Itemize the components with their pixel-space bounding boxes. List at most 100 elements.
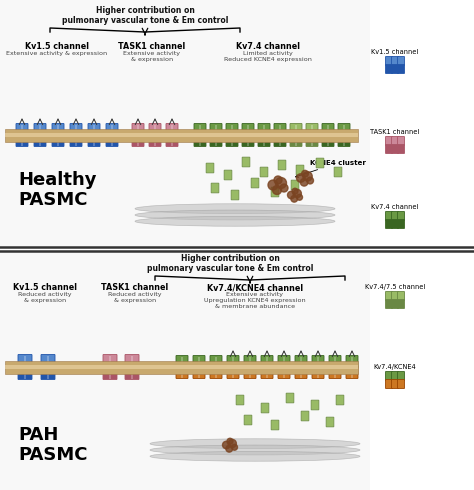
- FancyBboxPatch shape: [306, 123, 318, 136]
- FancyBboxPatch shape: [194, 123, 206, 136]
- Text: Kv7.4 channel: Kv7.4 channel: [236, 42, 300, 51]
- FancyBboxPatch shape: [52, 134, 64, 147]
- FancyBboxPatch shape: [385, 137, 392, 146]
- Text: Reduced activity
& expression: Reduced activity & expression: [18, 292, 72, 303]
- Bar: [249, 357, 251, 377]
- FancyBboxPatch shape: [295, 356, 307, 368]
- FancyBboxPatch shape: [88, 134, 100, 147]
- FancyBboxPatch shape: [242, 123, 254, 136]
- FancyBboxPatch shape: [41, 367, 55, 379]
- FancyBboxPatch shape: [322, 134, 334, 147]
- Bar: [154, 124, 156, 146]
- Circle shape: [228, 440, 237, 448]
- Ellipse shape: [150, 451, 360, 461]
- FancyBboxPatch shape: [392, 379, 399, 389]
- Circle shape: [292, 188, 298, 194]
- FancyBboxPatch shape: [242, 157, 250, 167]
- Bar: [351, 357, 353, 377]
- FancyBboxPatch shape: [244, 356, 256, 368]
- Text: Kv1.5 channel: Kv1.5 channel: [371, 49, 419, 55]
- FancyBboxPatch shape: [326, 417, 334, 427]
- Text: Kv7.4/KCNE4 channel: Kv7.4/KCNE4 channel: [207, 283, 303, 292]
- FancyBboxPatch shape: [149, 123, 161, 136]
- FancyBboxPatch shape: [106, 123, 118, 136]
- Text: TASK1 channel: TASK1 channel: [118, 42, 186, 51]
- FancyBboxPatch shape: [398, 379, 404, 389]
- Circle shape: [227, 438, 233, 444]
- FancyBboxPatch shape: [398, 145, 404, 153]
- FancyBboxPatch shape: [261, 367, 273, 378]
- FancyBboxPatch shape: [278, 367, 290, 378]
- Text: Kv1.5 channel: Kv1.5 channel: [13, 283, 77, 292]
- FancyBboxPatch shape: [88, 123, 100, 136]
- FancyBboxPatch shape: [274, 134, 286, 147]
- FancyBboxPatch shape: [392, 56, 399, 66]
- FancyBboxPatch shape: [103, 354, 117, 368]
- Circle shape: [268, 180, 278, 190]
- FancyBboxPatch shape: [398, 371, 404, 381]
- FancyBboxPatch shape: [132, 134, 144, 147]
- Circle shape: [288, 191, 295, 199]
- FancyBboxPatch shape: [193, 367, 205, 378]
- FancyBboxPatch shape: [316, 158, 324, 168]
- Text: Higher contribution on
pulmonary vascular tone & Em control: Higher contribution on pulmonary vascula…: [62, 6, 228, 25]
- FancyBboxPatch shape: [244, 367, 256, 378]
- FancyBboxPatch shape: [242, 134, 254, 147]
- FancyBboxPatch shape: [278, 160, 286, 170]
- FancyBboxPatch shape: [271, 187, 279, 197]
- Bar: [343, 124, 345, 146]
- Bar: [198, 357, 200, 377]
- Bar: [5, 133, 358, 137]
- Circle shape: [226, 445, 233, 452]
- FancyBboxPatch shape: [211, 183, 219, 193]
- FancyBboxPatch shape: [392, 145, 399, 153]
- Circle shape: [301, 178, 308, 186]
- Bar: [39, 124, 41, 146]
- Bar: [295, 124, 297, 146]
- FancyBboxPatch shape: [210, 134, 222, 147]
- FancyBboxPatch shape: [261, 403, 269, 413]
- Circle shape: [274, 176, 282, 184]
- Text: Reduced activity
& expression: Reduced activity & expression: [108, 292, 162, 303]
- FancyBboxPatch shape: [392, 299, 399, 309]
- Bar: [215, 124, 217, 146]
- FancyBboxPatch shape: [385, 292, 392, 300]
- FancyBboxPatch shape: [227, 356, 239, 368]
- Circle shape: [307, 177, 313, 184]
- FancyBboxPatch shape: [16, 134, 28, 147]
- FancyBboxPatch shape: [329, 356, 341, 368]
- Bar: [5, 361, 358, 373]
- FancyBboxPatch shape: [296, 165, 304, 175]
- FancyBboxPatch shape: [244, 415, 252, 425]
- Circle shape: [280, 184, 288, 192]
- Bar: [5, 128, 358, 142]
- FancyBboxPatch shape: [166, 134, 178, 147]
- FancyBboxPatch shape: [385, 371, 392, 381]
- FancyBboxPatch shape: [312, 356, 324, 368]
- Circle shape: [303, 172, 312, 181]
- FancyBboxPatch shape: [176, 356, 188, 368]
- FancyBboxPatch shape: [70, 134, 82, 147]
- FancyBboxPatch shape: [322, 123, 334, 136]
- Bar: [21, 124, 23, 146]
- Bar: [24, 356, 27, 378]
- Text: Extensive activity
Upregulation KCNE4 expression
& membrane abundance: Extensive activity Upregulation KCNE4 ex…: [204, 292, 306, 309]
- Text: Kv1.5 channel: Kv1.5 channel: [25, 42, 89, 51]
- Circle shape: [273, 186, 282, 195]
- Text: Higher contribution on
pulmonary vascular tone & Em control: Higher contribution on pulmonary vascula…: [147, 254, 313, 273]
- FancyBboxPatch shape: [125, 354, 139, 368]
- FancyBboxPatch shape: [392, 220, 399, 228]
- Bar: [231, 124, 233, 146]
- FancyBboxPatch shape: [306, 134, 318, 147]
- FancyBboxPatch shape: [291, 180, 299, 190]
- Circle shape: [231, 444, 237, 450]
- FancyBboxPatch shape: [226, 134, 238, 147]
- FancyBboxPatch shape: [251, 178, 259, 188]
- FancyBboxPatch shape: [193, 356, 205, 368]
- FancyBboxPatch shape: [392, 137, 399, 146]
- Text: KCNE4 cluster: KCNE4 cluster: [295, 160, 366, 177]
- FancyBboxPatch shape: [398, 56, 404, 66]
- FancyBboxPatch shape: [346, 356, 358, 368]
- Bar: [171, 124, 173, 146]
- Ellipse shape: [150, 439, 360, 449]
